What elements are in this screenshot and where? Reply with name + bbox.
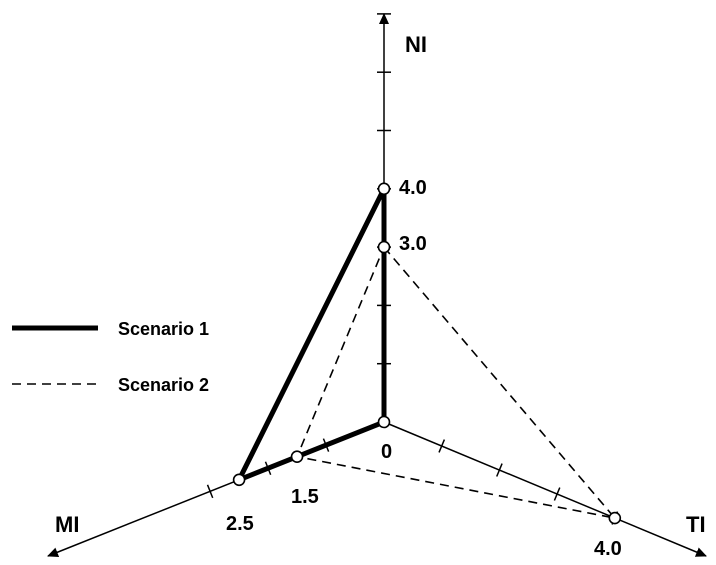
- data-point-s1-ni: [377, 182, 391, 196]
- tick-ti-3: [553, 487, 561, 501]
- value-label-s1-mi: 2.5: [226, 513, 254, 535]
- tick-mi-3: [206, 484, 214, 499]
- tick-ti-1: [438, 439, 446, 453]
- tick-ti-2: [496, 463, 503, 477]
- axis-ticks: [206, 13, 619, 525]
- axis-label-ni: NI: [405, 32, 427, 57]
- axes-group: [47, 13, 707, 557]
- data-points: [232, 182, 622, 525]
- data-point-s1-mi: [232, 473, 246, 487]
- value-label-s2-ni: 3.0: [399, 233, 427, 255]
- value-label-s1-ni: 4.0: [399, 177, 427, 199]
- axis-line-ti: [383, 421, 707, 557]
- series-polygon-scenario-2: [295, 245, 617, 520]
- value-label-s2-mi: 1.5: [291, 486, 319, 508]
- legend-label-scenario-1: Scenario 1: [118, 319, 209, 339]
- value-label-s2-ti: 4.0: [594, 538, 622, 560]
- data-point-s2-ni: [377, 240, 391, 254]
- series-polygon-scenario-1: [236, 186, 387, 483]
- axis-label-mi: MI: [55, 512, 79, 537]
- legend: Scenario 1 Scenario 2: [12, 319, 209, 395]
- data-point-s2-ti: [608, 511, 622, 525]
- data-point-s2-mi: [290, 450, 304, 463]
- data-point-s1-ti: [377, 415, 391, 429]
- legend-label-scenario-2: Scenario 2: [118, 375, 209, 395]
- center-label: 0: [381, 441, 392, 463]
- axis-label-ti: TI: [686, 512, 706, 537]
